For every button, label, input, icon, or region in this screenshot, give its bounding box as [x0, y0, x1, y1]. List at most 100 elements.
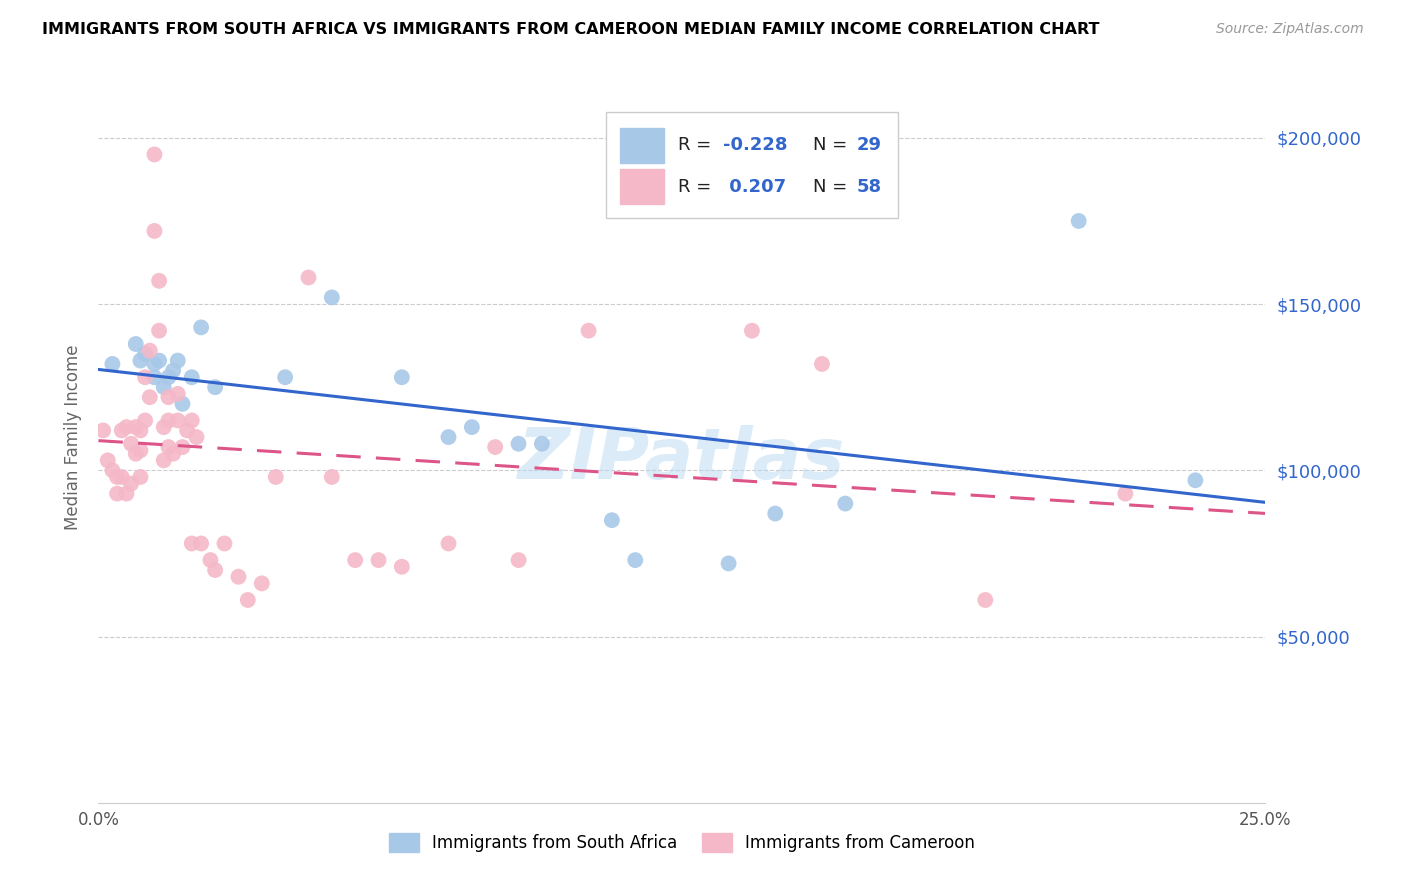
Point	[148, 324, 170, 338]
Point	[129, 470, 152, 484]
Point	[105, 486, 128, 500]
Point	[321, 290, 343, 304]
Point	[391, 370, 413, 384]
Point	[125, 420, 148, 434]
Text: 0.207: 0.207	[723, 178, 786, 196]
Point	[236, 593, 259, 607]
Point	[139, 390, 162, 404]
Point	[176, 424, 198, 438]
Point	[250, 576, 273, 591]
Point	[508, 436, 530, 450]
Text: IMMIGRANTS FROM SOUTH AFRICA VS IMMIGRANTS FROM CAMEROON MEDIAN FAMILY INCOME CO: IMMIGRANTS FROM SOUTH AFRICA VS IMMIGRAN…	[42, 22, 1099, 37]
Point	[811, 357, 834, 371]
Point	[172, 440, 194, 454]
Point	[834, 497, 856, 511]
FancyBboxPatch shape	[606, 112, 898, 218]
Point	[143, 224, 166, 238]
Text: 58: 58	[858, 178, 882, 196]
Point	[157, 413, 180, 427]
Point	[1184, 473, 1206, 487]
Point	[120, 476, 142, 491]
Point	[264, 470, 287, 484]
Point	[180, 413, 202, 427]
Point	[172, 397, 194, 411]
Point	[101, 463, 124, 477]
Legend: Immigrants from South Africa, Immigrants from Cameroon: Immigrants from South Africa, Immigrants…	[380, 824, 984, 860]
Point	[134, 370, 156, 384]
Point	[129, 443, 152, 458]
Point	[741, 324, 763, 338]
Point	[152, 420, 174, 434]
Point	[143, 147, 166, 161]
Point	[1067, 214, 1090, 228]
Point	[204, 563, 226, 577]
Point	[297, 270, 319, 285]
Point	[228, 570, 250, 584]
Point	[148, 353, 170, 368]
Point	[152, 453, 174, 467]
Text: R =: R =	[679, 178, 717, 196]
Point	[129, 424, 152, 438]
Point	[129, 353, 152, 368]
Point	[152, 380, 174, 394]
Point	[166, 353, 188, 368]
Point	[717, 557, 740, 571]
Point	[600, 513, 623, 527]
Point	[134, 413, 156, 427]
Point	[162, 363, 184, 377]
Point	[139, 343, 162, 358]
Point	[204, 380, 226, 394]
Point	[162, 447, 184, 461]
Bar	[620, 128, 665, 163]
Point	[157, 390, 180, 404]
Point	[125, 447, 148, 461]
Text: 29: 29	[858, 136, 882, 154]
Point	[200, 553, 222, 567]
Point	[115, 420, 138, 434]
Point	[530, 436, 553, 450]
Point	[437, 536, 460, 550]
Point	[484, 440, 506, 454]
Text: Source: ZipAtlas.com: Source: ZipAtlas.com	[1216, 22, 1364, 37]
Text: -0.228: -0.228	[723, 136, 787, 154]
Point	[105, 470, 128, 484]
Text: N =: N =	[813, 136, 852, 154]
Point	[148, 274, 170, 288]
Point	[763, 507, 786, 521]
Point	[190, 320, 212, 334]
Point	[180, 536, 202, 550]
Point	[115, 486, 138, 500]
Point	[134, 347, 156, 361]
Point	[344, 553, 367, 567]
Point	[125, 337, 148, 351]
Text: R =: R =	[679, 136, 717, 154]
Point	[111, 470, 134, 484]
Y-axis label: Median Family Income: Median Family Income	[65, 344, 83, 530]
Point	[1114, 486, 1136, 500]
Point	[367, 553, 389, 567]
Text: ZIPatlas: ZIPatlas	[519, 425, 845, 493]
Point	[91, 424, 114, 438]
Point	[624, 553, 647, 567]
Point	[120, 436, 142, 450]
Point	[111, 424, 134, 438]
Point	[186, 430, 208, 444]
Point	[157, 370, 180, 384]
Point	[578, 324, 600, 338]
Point	[508, 553, 530, 567]
Point	[143, 370, 166, 384]
Point	[437, 430, 460, 444]
Point	[321, 470, 343, 484]
Point	[97, 453, 120, 467]
Point	[101, 357, 124, 371]
Point	[190, 536, 212, 550]
Point	[974, 593, 997, 607]
Point	[143, 357, 166, 371]
Point	[461, 420, 484, 434]
Text: N =: N =	[813, 178, 852, 196]
Point	[391, 559, 413, 574]
Point	[214, 536, 236, 550]
Point	[166, 387, 188, 401]
Point	[157, 440, 180, 454]
Point	[274, 370, 297, 384]
